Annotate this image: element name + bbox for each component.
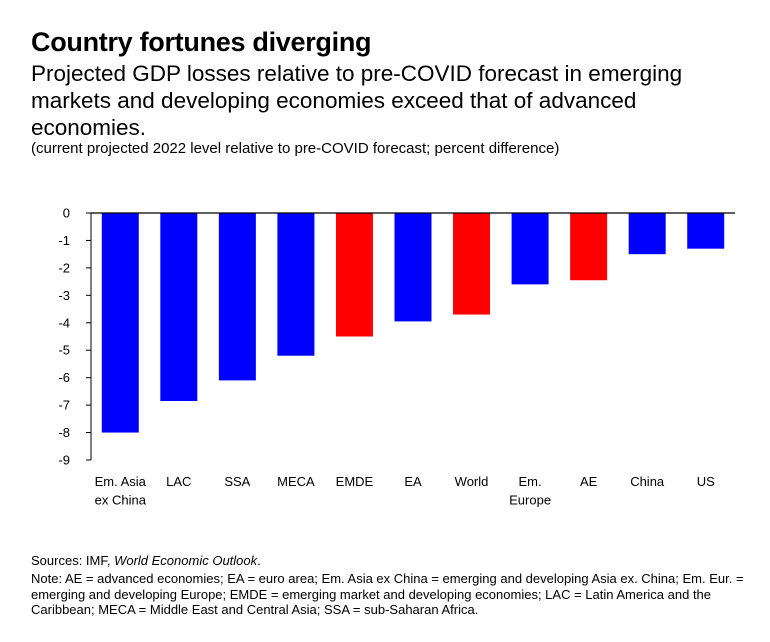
y-tick-label: -5 — [58, 343, 70, 358]
y-tick-label: -2 — [58, 260, 70, 275]
bar-lac — [160, 213, 198, 401]
bar-us — [687, 213, 725, 249]
y-tick-label: 0 — [63, 206, 70, 221]
bar-em-asia-ex-china — [101, 213, 139, 433]
y-tick-label: -6 — [58, 370, 70, 385]
bar-ssa — [218, 213, 256, 381]
sources-publication: World Economic Outlook — [114, 553, 258, 568]
bar-emde — [335, 213, 373, 337]
x-category-label: AE — [580, 474, 598, 489]
bar-china — [628, 213, 666, 255]
bar-em-europe — [511, 213, 549, 285]
x-category-label: SSA — [224, 474, 250, 489]
sources-label: Sources: IMF, — [31, 553, 115, 568]
y-tick-label: -9 — [58, 453, 70, 468]
x-category-label: MECA — [277, 474, 315, 489]
x-category-label: US — [697, 474, 715, 489]
bar-chart: 0 -1 -2 -3 -4 -5 -6 -7 -8 -9 Em. Asia ex China LAC SS… — [58, 206, 735, 508]
y-tick-label: -1 — [58, 233, 70, 248]
x-category-label: EA — [404, 474, 422, 489]
bar-meca — [277, 213, 315, 356]
x-category-label: Em. Asia ex China — [95, 474, 147, 508]
x-category-label: EMDE — [336, 474, 374, 489]
chart-units-note: (current projected 2022 level relative t… — [31, 140, 560, 157]
sources-end: . — [257, 553, 261, 568]
y-tick-label: -7 — [58, 398, 70, 413]
sources-line: Sources: IMF, World Economic Outlook. — [31, 553, 751, 569]
bar-world — [453, 213, 491, 315]
y-tick-label: -4 — [58, 315, 70, 330]
bar-ae — [570, 213, 608, 281]
x-category-label: Em. Europe — [509, 474, 551, 508]
x-category-label: LAC — [166, 474, 191, 489]
chart-title: Country fortunes diverging — [31, 27, 372, 57]
y-tick-label: -3 — [58, 288, 70, 303]
x-category-label: China — [630, 474, 665, 489]
bar-ea — [394, 213, 432, 322]
x-category-label: World — [455, 474, 489, 489]
chart-subtitle: Projected GDP losses relative to pre-COV… — [31, 61, 683, 140]
y-tick-label: -8 — [58, 425, 70, 440]
abbreviations-note: Note: AE = advanced economies; EA = euro… — [31, 571, 744, 617]
